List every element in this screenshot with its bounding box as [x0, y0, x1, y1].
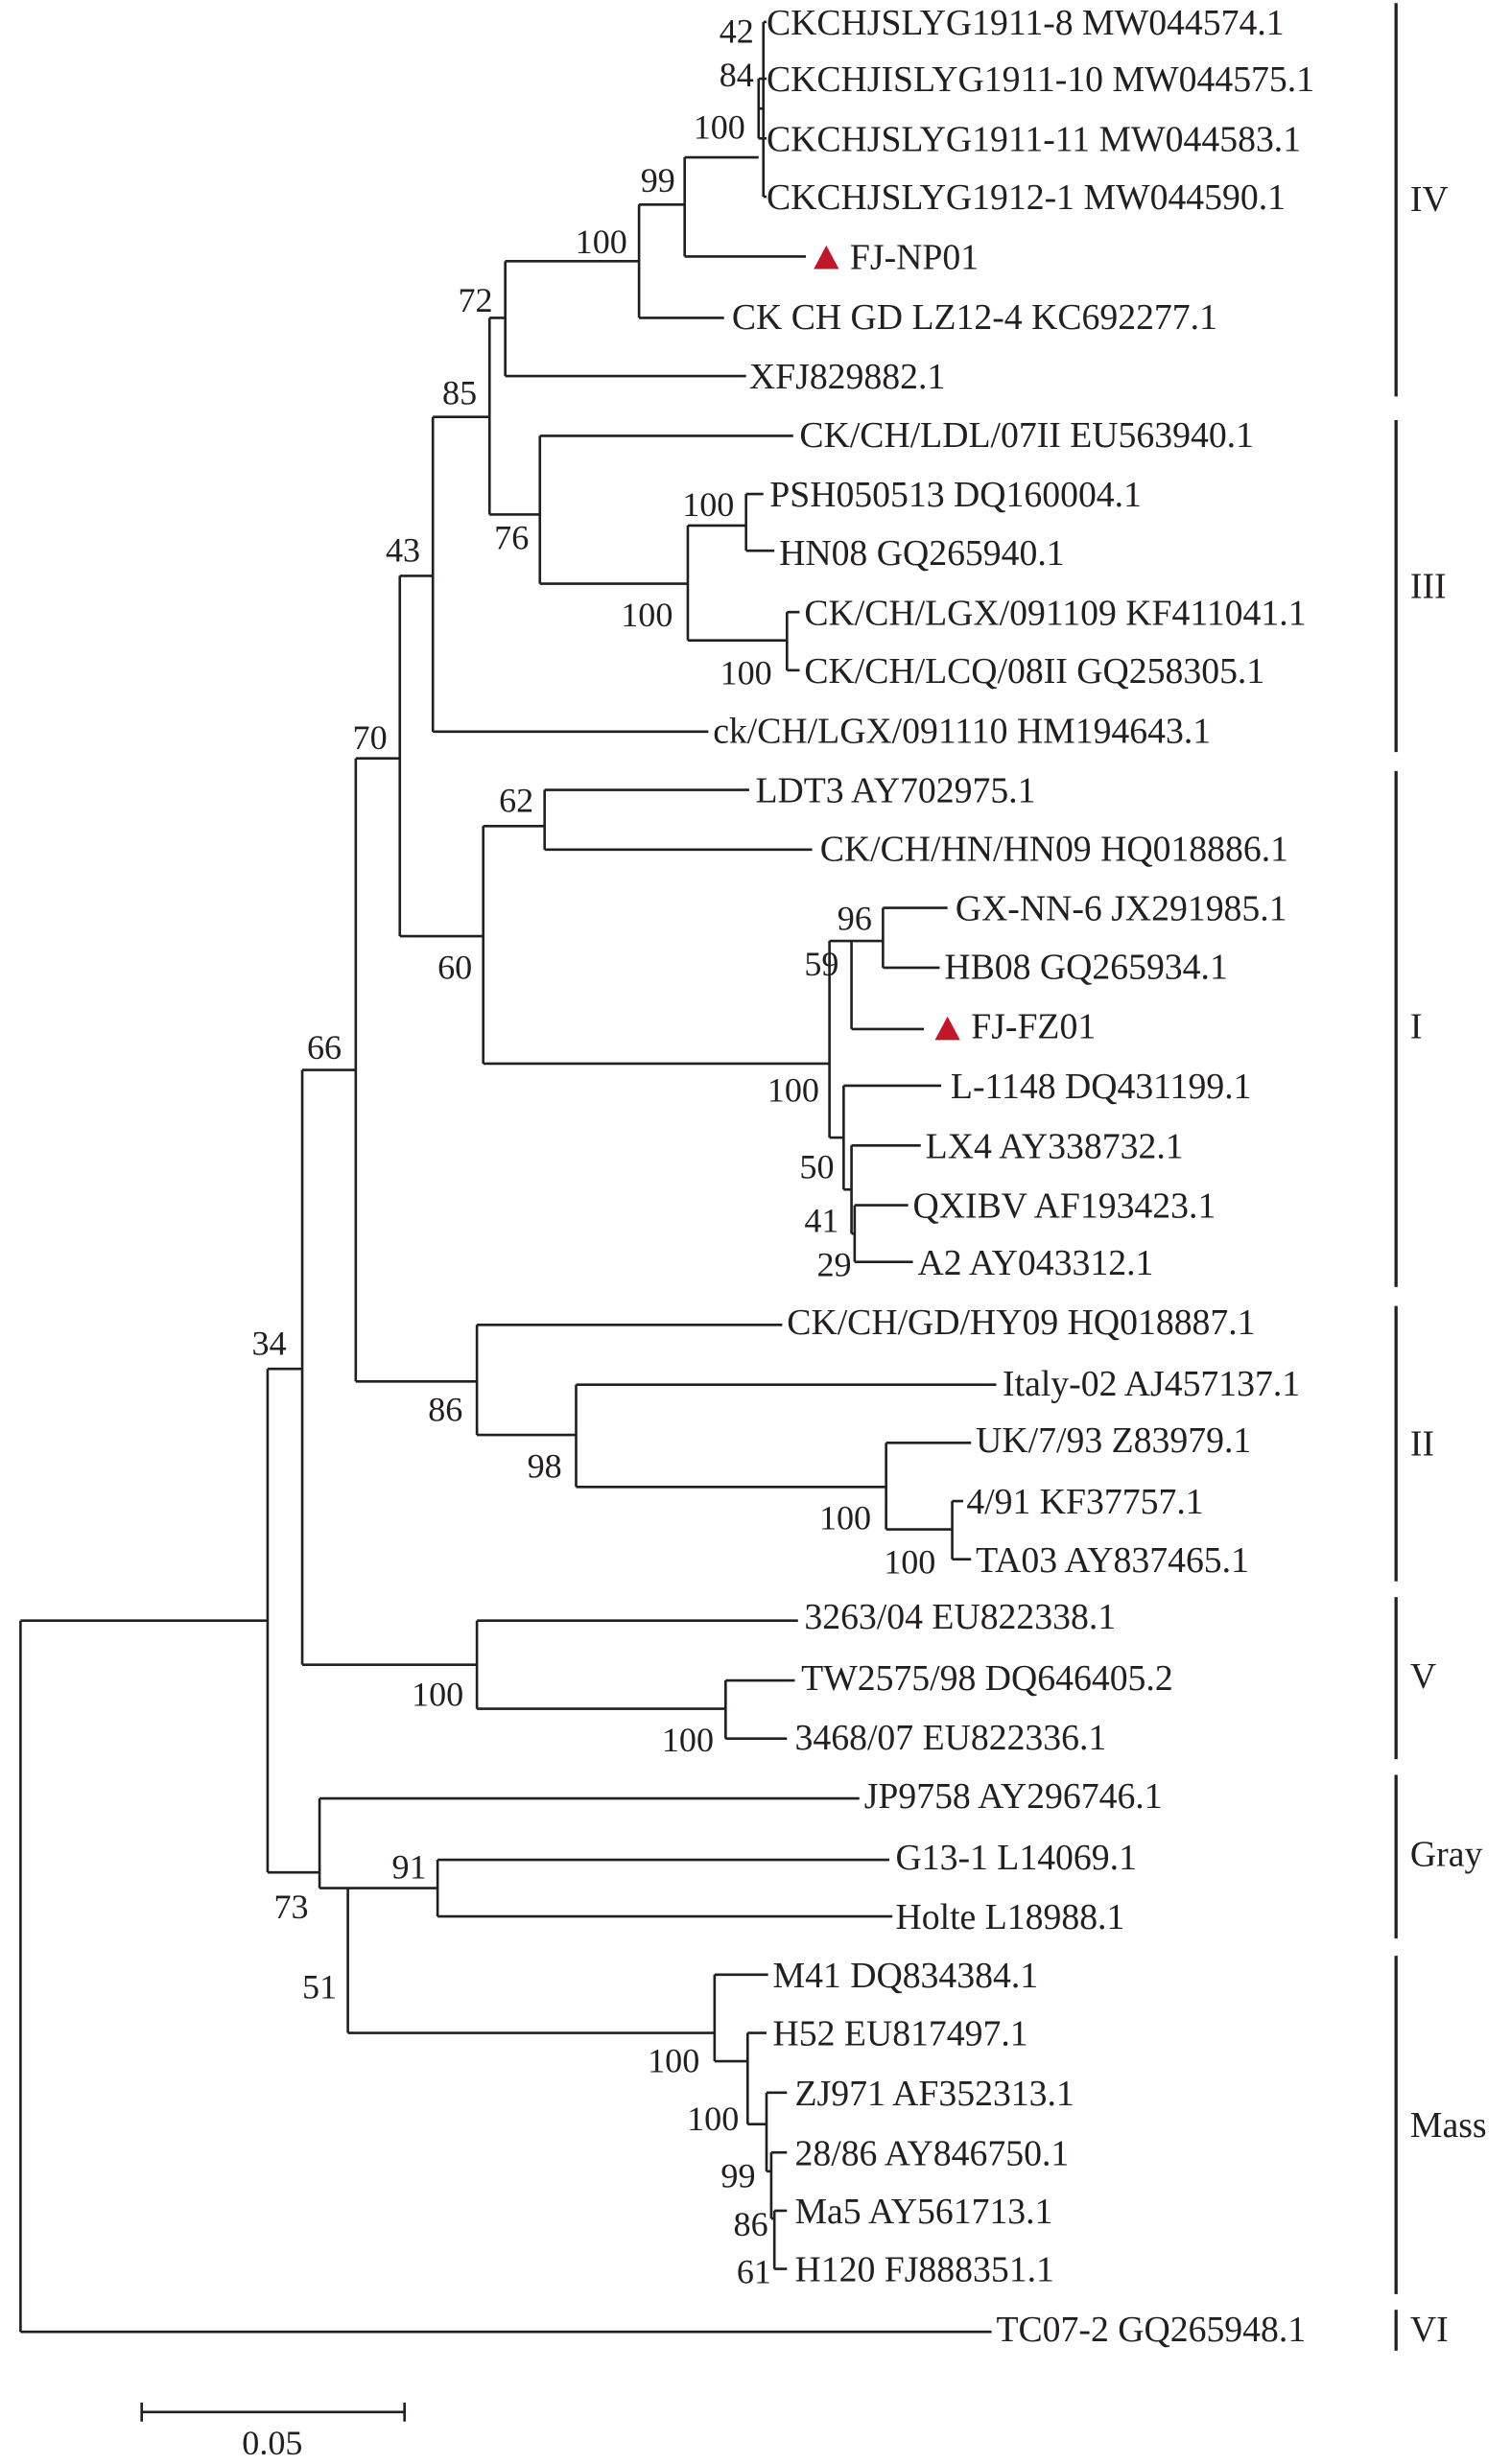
leaf-label: CKCHJSLYG1912-1 MW044590.1: [767, 177, 1286, 218]
bootstrap-value: 100: [720, 654, 772, 692]
leaf-label: CKCHJISLYG1911-10 MW044575.1: [767, 59, 1314, 100]
bootstrap-value: 100: [687, 2100, 739, 2138]
clade-label: III: [1410, 566, 1447, 606]
clade-label: V: [1410, 1656, 1436, 1697]
bootstrap-values: 42 84 100 99 100 72 85 76 100 100 100 43…: [252, 12, 936, 2290]
leaf-label: H120 FJ888351.1: [795, 2250, 1054, 2290]
clade-label: Gray: [1410, 1835, 1483, 1875]
clade-labels: IV III I II V Gray Mass VI: [1410, 179, 1487, 2350]
leaf-label: M41 DQ834384.1: [773, 1956, 1039, 1996]
bootstrap-value: 61: [737, 2252, 771, 2290]
leaf-label: CK CH GD LZ12-4 KC692277.1: [732, 297, 1217, 338]
bootstrap-value: 85: [442, 374, 477, 412]
leaf-labels: CKCHJSLYG1911-8 MW044574.1 CKCHJISLYG191…: [713, 3, 1314, 2350]
bootstrap-value: 34: [252, 1324, 287, 1362]
leaf-label: HN08 GQ265940.1: [779, 533, 1065, 574]
leaf-label: CK/CH/HN/HN09 HQ018886.1: [820, 829, 1288, 869]
leaf-label: CKCHJSLYG1911-11 MW044583.1: [767, 119, 1301, 159]
leaf-label: H52 EU817497.1: [773, 2014, 1028, 2054]
leaf-label: QXIBV AF193423.1: [913, 1186, 1216, 1227]
leaf-label: 28/86 AY846750.1: [795, 2133, 1070, 2173]
bootstrap-value: 62: [499, 781, 533, 819]
leaf-label: FJ-NP01: [850, 238, 979, 278]
leaf-label: TC07-2 GQ265948.1: [996, 2310, 1306, 2350]
bootstrap-value: 100: [412, 1675, 463, 1713]
leaf-label: 4/91 KF37757.1: [966, 1482, 1203, 1522]
leaf-label: Holte L18988.1: [896, 1897, 1125, 1937]
bootstrap-value: 100: [694, 107, 745, 146]
leaf-label: LDT3 AY702975.1: [756, 771, 1036, 811]
bootstrap-value: 100: [819, 1499, 871, 1537]
bootstrap-value: 100: [884, 1542, 935, 1581]
leaf-label: GX-NN-6 JX291985.1: [956, 889, 1287, 929]
clade-label: IV: [1410, 179, 1449, 220]
leaf-label: 3263/04 EU822338.1: [804, 1597, 1116, 1637]
bootstrap-value: 70: [353, 718, 388, 757]
bootstrap-value: 100: [662, 1721, 714, 1759]
bootstrap-value: 96: [838, 900, 872, 938]
bootstrap-value: 91: [392, 1848, 427, 1887]
leaf-label: A2 AY043312.1: [917, 1243, 1153, 1283]
bootstrap-value: 42: [720, 12, 754, 50]
bootstrap-value: 99: [641, 161, 675, 199]
bootstrap-value: 100: [648, 2042, 699, 2080]
leaf-label: LX4 AY338732.1: [926, 1126, 1184, 1166]
triangle-marker-icon: [814, 245, 839, 270]
bootstrap-value: 66: [307, 1028, 342, 1067]
leaf-label: UK/7/93 Z83979.1: [976, 1420, 1251, 1461]
leaf-label: ck/CH/LGX/091110 HM194643.1: [713, 711, 1211, 751]
leaf-label: CK/CH/LCQ/08II GQ258305.1: [804, 651, 1264, 692]
leaf-label: HB08 GQ265934.1: [944, 947, 1227, 987]
leaf-label: JP9758 AY296746.1: [864, 1776, 1163, 1817]
bootstrap-value: 76: [494, 519, 529, 557]
leaf-label: FJ-FZ01: [971, 1007, 1096, 1047]
bootstrap-value: 98: [528, 1446, 562, 1485]
bootstrap-value: 86: [734, 2205, 768, 2243]
leaf-label: 3468/07 EU822336.1: [795, 1718, 1107, 1758]
clade-label: I: [1410, 1007, 1423, 1047]
bootstrap-value: 59: [804, 945, 838, 983]
leaf-label: CK/CH/GD/HY09 HQ018887.1: [787, 1302, 1255, 1343]
leaf-label: CKCHJSLYG1911-8 MW044574.1: [767, 3, 1285, 43]
bootstrap-value: 100: [621, 596, 673, 634]
bootstrap-value: 100: [767, 1070, 819, 1109]
bootstrap-value: 60: [437, 948, 472, 986]
leaf-label: G13-1 L14069.1: [896, 1838, 1137, 1878]
scale-bar: 0.05: [140, 2403, 406, 2462]
bootstrap-value: 50: [799, 1148, 834, 1186]
leaf-label: CK/CH/LGX/091109 KF411041.1: [804, 593, 1306, 633]
bootstrap-value: 100: [682, 485, 734, 524]
bootstrap-value: 84: [720, 56, 754, 94]
leaf-label: L-1148 DQ431199.1: [951, 1067, 1252, 1107]
bootstrap-value: 41: [804, 1202, 838, 1240]
bootstrap-value: 86: [428, 1390, 462, 1428]
scale-bar-label: 0.05: [242, 2424, 302, 2462]
bootstrap-value: 72: [458, 281, 492, 319]
leaf-label: TW2575/98 DQ646405.2: [801, 1658, 1173, 1699]
bootstrap-value: 99: [720, 2156, 755, 2194]
leaf-label: XFJ829882.1: [749, 357, 945, 397]
leaf-label: TA03 AY837465.1: [976, 1540, 1249, 1581]
bootstrap-value: 100: [576, 223, 627, 261]
tree-branches: [19, 20, 997, 2334]
leaf-label: Italy-02 AJ457137.1: [1003, 1364, 1300, 1404]
leaf-label: CK/CH/LDL/07II EU563940.1: [799, 415, 1254, 456]
bootstrap-value: 29: [816, 1245, 851, 1283]
bootstrap-value: 43: [386, 531, 420, 570]
leaf-label: PSH050513 DQ160004.1: [769, 475, 1142, 515]
triangle-marker-icon: [934, 1016, 960, 1041]
bootstrap-value: 51: [302, 1967, 337, 2006]
clade-label: VI: [1410, 2310, 1449, 2350]
clade-label: II: [1410, 1423, 1434, 1464]
leaf-label: ZJ971 AF352313.1: [795, 2074, 1074, 2114]
leaf-label: Ma5 AY561713.1: [795, 2192, 1053, 2232]
clade-label: Mass: [1410, 2105, 1487, 2146]
bootstrap-value: 73: [274, 1888, 309, 1926]
